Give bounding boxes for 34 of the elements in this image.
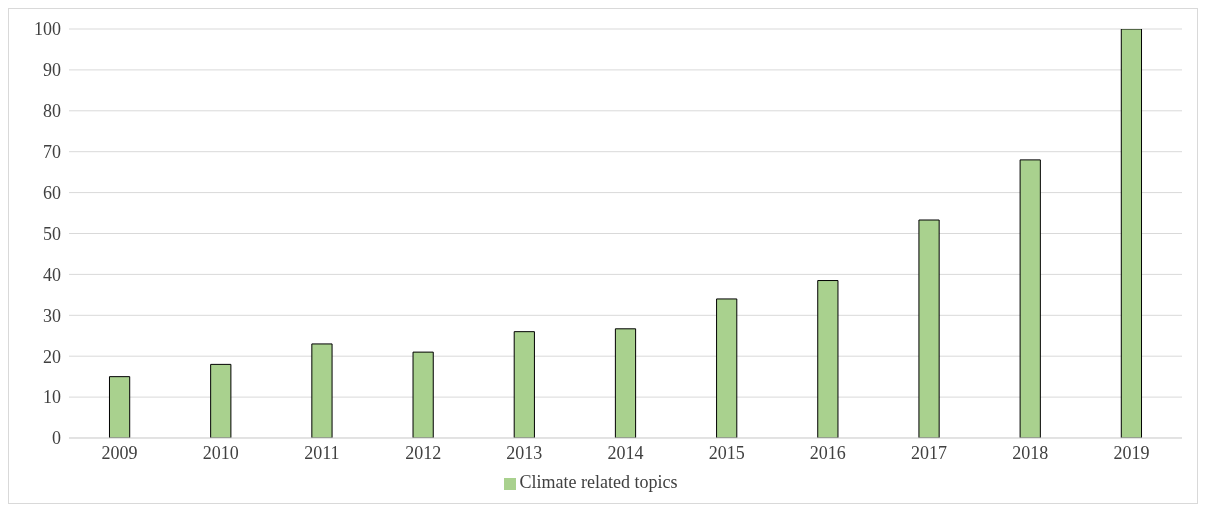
y-tick-label: 70 [43,142,61,163]
bar [817,280,839,438]
y-tick-label: 50 [43,223,61,244]
y-tick-label: 0 [52,428,61,449]
x-tick-label: 2016 [809,442,846,463]
y-tick-label: 60 [43,182,61,203]
bar [716,298,738,438]
y-tick-label: 100 [34,19,61,40]
bar [513,331,535,438]
bar [311,343,333,438]
x-tick-label: 2015 [708,442,745,463]
y-tick-label: 90 [43,60,61,81]
x-tick-label: 2018 [1012,442,1049,463]
bar [1019,159,1041,438]
y-tick-label: 40 [43,264,61,285]
y-tick-label: 30 [43,305,61,326]
bar [1120,29,1143,438]
x-tick-label: 2011 [304,442,340,463]
x-tick-label: 2017 [911,442,948,463]
bar [108,376,131,438]
x-tick-label: 2013 [506,442,543,463]
x-tick-label: 2009 [101,442,138,463]
bar [614,328,637,438]
x-tick-label: 2012 [405,442,442,463]
y-tick-label: 20 [43,346,61,367]
x-tick-label: 2019 [1113,442,1150,463]
x-tick-label: 2014 [607,442,644,463]
bar [918,219,940,438]
bar [210,363,232,438]
y-tick-label: 10 [43,387,61,408]
bar [412,351,434,438]
legend-label: Climate related topics [519,472,678,492]
y-tick-label: 80 [43,101,61,122]
x-tick-label: 2010 [202,442,239,463]
